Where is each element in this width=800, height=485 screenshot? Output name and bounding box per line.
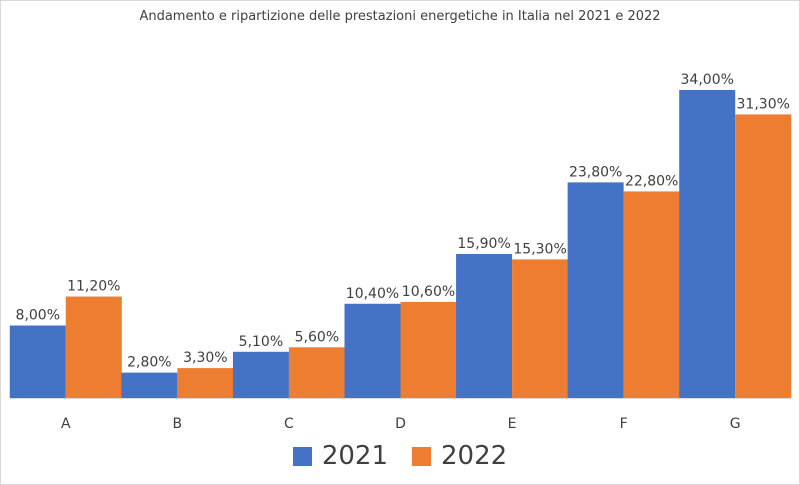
chart-title: Andamento e ripartizione delle prestazio… xyxy=(139,9,661,24)
legend-swatch-2022 xyxy=(412,446,431,466)
bar-2022-D xyxy=(400,301,457,398)
bar-2021-D xyxy=(344,303,401,398)
bar-2022-E xyxy=(512,259,569,398)
legend-item-2022: 2022 xyxy=(412,441,507,471)
bar-2021-B xyxy=(121,372,178,398)
data-label-2022-C: 5,60% xyxy=(295,329,339,345)
bar-2022-F xyxy=(623,191,680,398)
legend-label-2021: 2021 xyxy=(321,441,388,471)
x-tick-label-B: B xyxy=(173,416,183,432)
bar-2021-A xyxy=(9,325,66,398)
data-label-2021-G: 34,00% xyxy=(681,72,734,88)
data-label-2021-A: 8,00% xyxy=(16,308,60,324)
data-label-2021-F: 23,80% xyxy=(569,164,622,180)
bar-2021-F xyxy=(567,182,624,398)
legend-item-2021: 2021 xyxy=(292,441,388,471)
x-tick-label-E: E xyxy=(508,416,517,432)
x-tick-label-G: G xyxy=(730,416,741,432)
bar-2021-C xyxy=(232,351,289,398)
data-label-2021-E: 15,90% xyxy=(457,236,510,252)
x-tick-label-C: C xyxy=(284,416,294,432)
legend-swatch-2021 xyxy=(292,446,312,466)
data-label-2022-E: 15,30% xyxy=(513,241,566,257)
bar-2022-B xyxy=(177,368,234,398)
data-label-2021-B: 2,80% xyxy=(127,355,171,371)
bar-2022-G xyxy=(735,114,792,398)
x-tick-label-D: D xyxy=(395,416,406,432)
legend-label-2022: 2022 xyxy=(441,441,508,471)
bar-2021-G xyxy=(679,89,736,399)
bar-2022-A xyxy=(65,296,122,398)
data-label-2021-C: 5,10% xyxy=(239,334,283,350)
data-label-2022-A: 11,20% xyxy=(67,279,120,295)
data-label-2022-B: 3,30% xyxy=(183,350,227,366)
data-label-2022-F: 22,80% xyxy=(625,173,678,189)
data-label-2021-D: 10,40% xyxy=(346,286,399,302)
bar-2022-C xyxy=(288,347,345,398)
chart-legend: 2021 2022 xyxy=(1,441,799,471)
bar-2021-E xyxy=(456,253,513,398)
x-tick-label-A: A xyxy=(61,416,71,432)
data-label-2022-G: 31,30% xyxy=(737,96,790,112)
x-tick-label-F: F xyxy=(620,416,628,432)
data-label-2022-D: 10,60% xyxy=(402,284,455,300)
